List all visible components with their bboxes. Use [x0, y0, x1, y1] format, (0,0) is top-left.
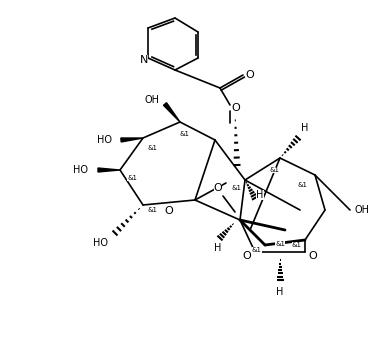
Text: &1: &1: [275, 241, 285, 247]
Text: H: H: [301, 123, 309, 133]
Text: &1: &1: [148, 207, 158, 213]
Text: &1: &1: [292, 242, 302, 248]
Text: OH: OH: [354, 205, 370, 215]
Text: N: N: [140, 55, 148, 65]
Text: &1: &1: [270, 167, 280, 173]
Text: O: O: [214, 183, 223, 193]
Text: &1: &1: [180, 131, 190, 137]
Text: O: O: [246, 70, 254, 80]
Text: O: O: [232, 103, 240, 113]
Text: &1: &1: [232, 185, 242, 191]
Text: H: H: [256, 190, 264, 200]
Text: H: H: [276, 287, 284, 297]
Polygon shape: [121, 138, 143, 142]
Text: OH: OH: [144, 95, 159, 105]
Text: &1: &1: [252, 247, 262, 253]
Polygon shape: [163, 103, 180, 122]
Text: H: H: [214, 243, 222, 253]
Text: HO: HO: [72, 165, 87, 175]
Text: &1: &1: [298, 182, 308, 188]
Text: O: O: [308, 251, 317, 261]
Text: HO: HO: [98, 135, 113, 145]
Text: &1: &1: [148, 145, 158, 151]
Text: O: O: [243, 251, 252, 261]
Text: &1: &1: [127, 175, 137, 181]
Polygon shape: [98, 168, 120, 172]
Text: O: O: [164, 206, 173, 216]
Text: HO: HO: [94, 238, 108, 248]
